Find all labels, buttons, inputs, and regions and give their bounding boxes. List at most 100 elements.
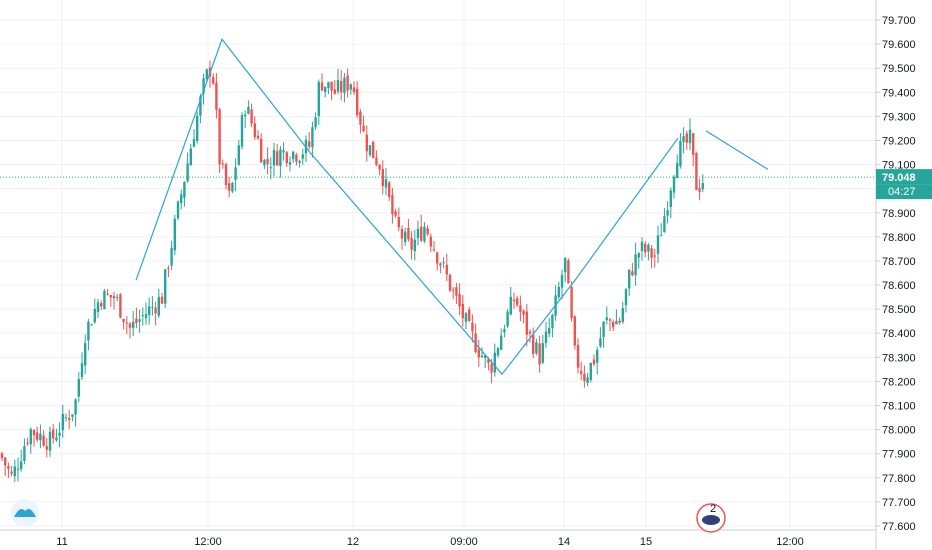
candle-body [439, 263, 442, 266]
candle-body [330, 81, 333, 91]
candle-body [669, 190, 672, 207]
candle-body [464, 313, 468, 322]
candle-body [484, 355, 487, 359]
y-tick-label: 78.600 [882, 280, 916, 292]
candle-body [442, 262, 445, 264]
candle-body [218, 109, 221, 165]
y-tick-label: 77.600 [882, 521, 916, 533]
candle-body [378, 164, 381, 170]
candle-body [320, 82, 324, 91]
candle-body [685, 133, 688, 143]
candle-body [362, 125, 365, 132]
candle-body [109, 294, 112, 298]
candle-body [247, 106, 250, 114]
candle-body [640, 241, 644, 252]
candle-body [557, 286, 560, 298]
events-flag-icon [702, 515, 720, 525]
x-tick-label: 12 [347, 536, 359, 548]
grid [0, 0, 876, 530]
candle-body [295, 154, 298, 162]
y-tick-label: 79.700 [882, 15, 916, 27]
candle-body [551, 314, 554, 328]
time-axis[interactable]: 11 12:00 12 09:00 14 15 12:00 [0, 529, 876, 548]
candle-body [324, 86, 327, 93]
x-tick-label: 11 [56, 536, 67, 548]
candle-body [167, 268, 170, 270]
chart-overlays: 2 [11, 499, 726, 533]
candle-body [596, 349, 599, 363]
y-tick-label: 78.700 [882, 256, 916, 268]
candle-body [410, 237, 413, 250]
candle-body [311, 127, 314, 148]
candle-body [157, 296, 160, 316]
candle-body [13, 466, 16, 477]
candle-body [455, 287, 458, 296]
x-tick-label: 15 [640, 536, 652, 548]
y-tick-label: 78.900 [882, 208, 916, 220]
y-tick-label: 78.200 [882, 376, 916, 388]
candle-body [151, 306, 154, 308]
candle-body [605, 317, 608, 320]
candle-body [583, 373, 586, 382]
candle-body [4, 457, 7, 466]
x-tick-label: 14 [558, 536, 570, 548]
candle-body [666, 210, 669, 216]
candle-body [359, 111, 362, 125]
candle-body [503, 329, 506, 333]
candle-body [103, 290, 106, 310]
y-tick-label: 78.100 [882, 401, 916, 413]
candle-body [144, 314, 148, 319]
candle-body [170, 247, 173, 266]
candle-body [631, 271, 634, 276]
candle-body [394, 211, 397, 216]
candle-body [84, 343, 87, 366]
candle-body [298, 160, 301, 163]
candle-body [80, 363, 84, 377]
candle-body [173, 218, 176, 251]
candle-body [112, 295, 116, 299]
candle-body [68, 418, 71, 420]
price-axis[interactable]: 79.700 79.600 79.500 79.400 79.300 79.200 79.1… [875, 0, 932, 550]
candle-body [122, 319, 125, 322]
trendline-polyline [135, 38, 679, 376]
candle-body [548, 328, 551, 334]
candle-body [240, 115, 244, 147]
candle-body [45, 446, 48, 450]
y-tick-label: 79.400 [882, 87, 916, 99]
candle-body [416, 228, 420, 239]
candle-body [580, 371, 583, 374]
candle-body [500, 335, 503, 350]
candle-body [77, 379, 80, 397]
candle-body [532, 334, 535, 354]
y-tick-label: 79.100 [882, 160, 916, 172]
candle-body [544, 331, 548, 343]
candle-body [125, 322, 128, 324]
candle-body [244, 114, 247, 117]
candle-body [413, 239, 416, 252]
candle-body [663, 216, 666, 233]
candle-body [352, 87, 356, 93]
candle-body [20, 461, 23, 470]
candle-body [615, 320, 618, 325]
candle-body [340, 80, 343, 93]
candle-body [272, 149, 276, 166]
candle-body [202, 78, 205, 94]
candle-body [186, 163, 189, 182]
candle-body [138, 319, 141, 322]
candle-body [100, 303, 103, 307]
price-tag [876, 169, 932, 185]
candle-body [52, 429, 55, 439]
trend-drawings[interactable] [135, 38, 769, 376]
candle-body [356, 88, 359, 116]
candle-body [234, 167, 237, 180]
candle-body [525, 311, 528, 335]
candle-body [276, 151, 279, 166]
candle-body [474, 333, 477, 353]
candle-body [42, 435, 45, 446]
candle-body [628, 269, 631, 289]
candle-body [496, 348, 500, 356]
candles [0, 60, 704, 482]
candle-body [445, 264, 448, 275]
